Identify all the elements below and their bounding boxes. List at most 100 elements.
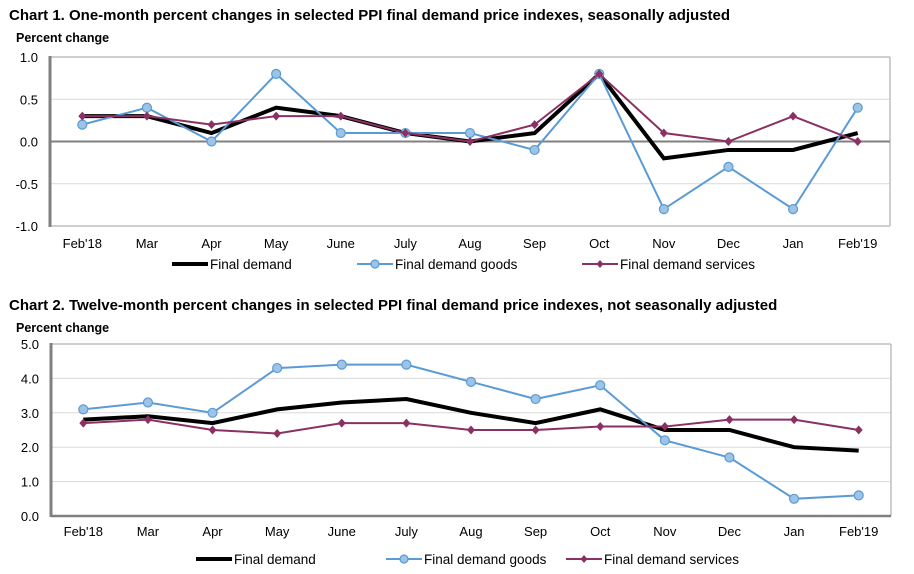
chart-2-final-demand-line <box>83 397 859 453</box>
chart-2-title: Chart 2. Twelve-month percent changes in… <box>9 297 778 314</box>
chart-2-x-tick-label: July <box>395 524 419 539</box>
chart-1-x-tick-label: Aug <box>458 236 481 251</box>
chart-1-final-demand-goods-point <box>723 161 734 172</box>
chart-2-x-tick-label: Feb'18 <box>64 524 103 539</box>
chart-2-final-demand-goods-point <box>142 397 154 408</box>
chart-1-final-demand-services-point <box>466 137 474 146</box>
chart-1-legend-final-demand-goods-label: Final demand goods <box>395 257 518 272</box>
chart-2-final-demand-goods-point <box>530 393 541 405</box>
chart-1-x-tick-label: May <box>264 236 289 251</box>
chart-1-x-tick-label: Sep <box>523 236 546 251</box>
chart-1-x-tick-label: Oct <box>589 236 610 251</box>
chart-1-final-demand-goods-point <box>787 204 799 215</box>
chart-2-x-tick-label: Jan <box>784 524 805 539</box>
chart-2-final-demand-services-point <box>143 415 152 425</box>
chart-1-final-demand-services-point <box>530 120 539 130</box>
chart-1-plot: 1.0 0.5 0.0 -0.5 -1.0 Feb'18 Mar Apr May June July… <box>16 50 891 272</box>
chart-2-x-tick-label: Mar <box>137 524 160 539</box>
chart-2-final-demand-goods-point <box>336 359 347 370</box>
chart-1-legend-final-demand-services-marker <box>596 260 604 268</box>
chart-2-final-demand-services-point <box>337 418 346 428</box>
chart-2-final-demand-services-point <box>725 415 734 425</box>
chart-1-final-demand-services-point <box>142 111 151 121</box>
chart-2-final-demand-services-point <box>402 418 411 428</box>
chart-2-x-tick-label: Sep <box>524 524 547 539</box>
chart-2-x-tick-label: Feb'19 <box>839 524 878 539</box>
chart-2-legend-final-demand-goods-label: Final demand goods <box>424 552 547 567</box>
chart-1-final-demand-services-point <box>659 128 668 138</box>
chart-1-x-tick-label: Feb'18 <box>63 236 102 251</box>
chart-1-final-demand-goods-point <box>658 204 669 215</box>
chart-2-final-demand-goods-point <box>207 407 218 418</box>
chart-1-x-tick-label: Feb'19 <box>838 236 877 251</box>
chart-2-legend-final-demand-goods-marker <box>399 554 409 564</box>
chart-2-final-demand-services-point <box>467 425 475 435</box>
chart-1-y-tick-label: -0.5 <box>16 177 38 192</box>
chart-2-final-demand-goods-point <box>659 435 670 446</box>
chart-1-legend-final-demand-services-label: Final demand services <box>620 257 755 272</box>
chart-2-y-axis-title: Percent change <box>16 321 110 335</box>
chart-1-x-tick-label: Dec <box>717 236 741 251</box>
chart-2-x-tick-label: Aug <box>459 524 482 539</box>
chart-1-final-demand-services-point <box>207 120 216 130</box>
chart-2-x-tick-label: Nov <box>653 524 677 539</box>
chart-1-final-demand-goods-point <box>271 68 282 80</box>
chart-2-x-tick-label: June <box>328 524 356 539</box>
chart-2-final-demand-services-point <box>790 415 799 425</box>
chart-1-final-demand-goods-point <box>335 127 346 139</box>
chart-2-final-demand-services-point <box>596 422 605 432</box>
chart-1-final-demand-services-point <box>401 128 410 138</box>
chart-1-final-demand-goods-point <box>852 102 863 113</box>
chart-2-final-demand-goods-point <box>595 380 606 391</box>
chart-1-x-tick-label: July <box>394 236 418 251</box>
chart-1-final-demand-services-point <box>724 137 733 146</box>
chart-1-legend-final-demand-goods-marker <box>370 259 380 269</box>
chart-1-y-tick-label: 0.0 <box>20 135 38 150</box>
chart-1-final-demand-goods-point <box>77 119 88 130</box>
chart-2-y-tick-label: 3.0 <box>21 406 39 421</box>
chart-2-final-demand-services-point <box>531 425 540 435</box>
chart-2-final-demand-goods-point <box>401 359 412 370</box>
chart-2-final-demand-goods-point <box>724 452 735 463</box>
chart-2-final-demand-goods-point <box>465 376 477 387</box>
chart-1-final-demand-services-point <box>595 69 604 79</box>
chart-1-y-tick-label: 0.5 <box>20 92 38 107</box>
chart-2-final-demand-goods-point <box>853 490 864 501</box>
chart-2-legend-final-demand-services-label: Final demand services <box>604 552 739 567</box>
chart-1-final-demand-goods-point <box>464 127 476 139</box>
chart-1-final-demand-services-point <box>789 111 798 121</box>
chart-2-final-demand-services-point <box>660 422 669 432</box>
chart-2-final-demand-goods-point <box>788 493 800 504</box>
chart-1-x-tick-label: June <box>327 236 355 251</box>
chart-1-x-tick-label: Mar <box>136 236 159 251</box>
chart-1-legend-final-demand-label: Final demand <box>210 257 292 272</box>
chart-2-final-demand-services-point <box>854 425 863 435</box>
chart-2-x-tick-label: Apr <box>202 524 223 539</box>
chart-1-final-demand-goods-point <box>529 144 540 156</box>
chart-2-plot: 5.0 4.0 3.0 2.0 1.0 0.0 Feb'18 Mar Apr May June Jul… <box>21 337 892 567</box>
chart-2-final-demand-services-point <box>273 428 282 438</box>
chart-1-final-demand-services-point <box>336 111 345 121</box>
chart-2-y-tick-label: 0.0 <box>21 509 39 524</box>
chart-2-legend-final-demand-label: Final demand <box>234 552 316 567</box>
chart-2-y-tick-label: 1.0 <box>21 475 39 490</box>
chart-1-y-tick-label: 1.0 <box>20 50 38 65</box>
chart-1-final-demand-services-point <box>853 137 862 146</box>
chart-1-x-tick-label: Nov <box>652 236 676 251</box>
chart-2-y-tick-label: 4.0 <box>21 371 39 386</box>
chart-1-x-tick-label: Apr <box>201 236 222 251</box>
chart-2-final-demand-services-point <box>208 425 217 435</box>
chart-2-y-tick-label: 2.0 <box>21 440 39 455</box>
chart-2-y-tick-label: 5.0 <box>21 337 39 352</box>
chart-1-final-demand-goods-point <box>206 136 217 147</box>
chart-1-y-axis-title: Percent change <box>16 31 110 45</box>
chart-2-final-demand-services-point <box>79 418 88 428</box>
chart-1-x-tick-label: Jan <box>783 236 804 251</box>
chart-1-final-demand-services-point <box>272 111 281 121</box>
chart-2-legend-final-demand-services-marker <box>580 555 588 563</box>
chart-1-final-demand-goods-point <box>141 102 153 113</box>
chart-2-final-demand-goods-point <box>272 362 283 374</box>
chart-1-final-demand-services-point <box>78 111 87 121</box>
chart-2-final-demand-goods-point <box>78 404 89 415</box>
chart-2-x-tick-label: Dec <box>718 524 742 539</box>
